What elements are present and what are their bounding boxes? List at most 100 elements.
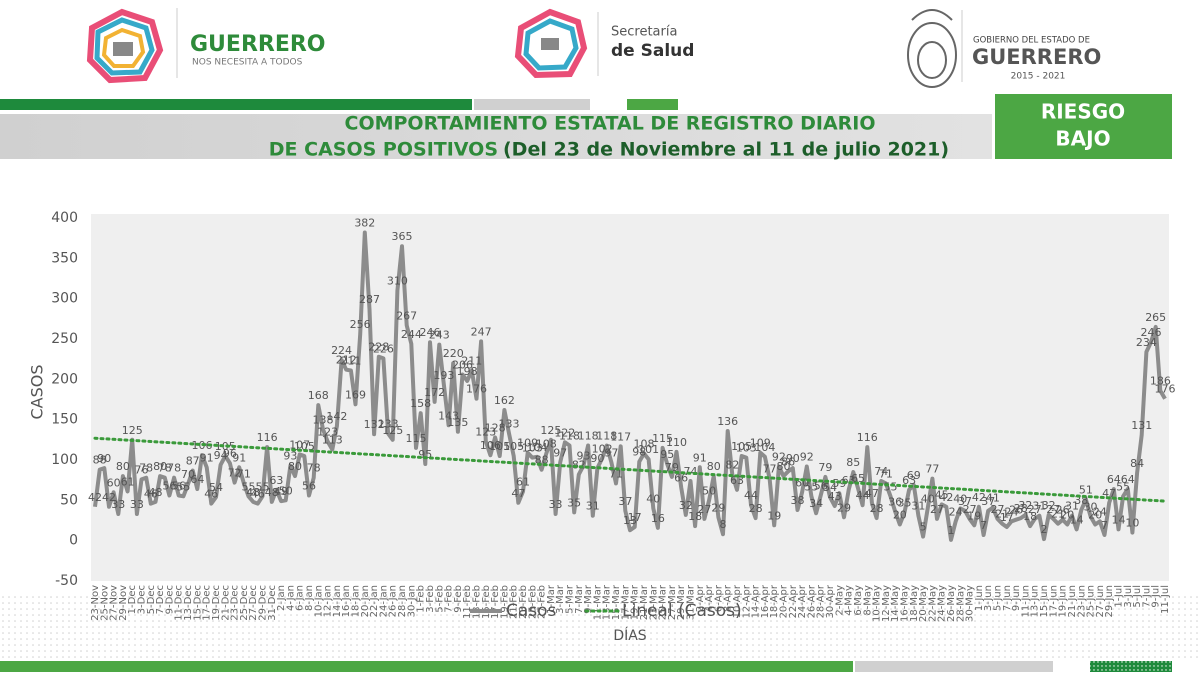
data-label: 97 (553, 446, 567, 459)
data-label: 66 (674, 471, 688, 484)
data-label: 85 (846, 456, 860, 469)
x-tick-label: 20-Apr (779, 584, 790, 618)
x-tick-label: 21-Mar (639, 584, 650, 620)
logo-text: GOBIERNO DEL ESTADO DE (973, 36, 1090, 46)
data-label: 186 (1150, 375, 1171, 388)
x-tick-label: 8-Apr (723, 584, 734, 612)
x-tick-label: 23-Feb (518, 585, 529, 619)
data-label: 7 (1101, 519, 1108, 532)
data-label: 92 (772, 450, 786, 463)
x-tick-label: 7-Dec (155, 585, 166, 614)
x-tick-label: 11-Jul (1160, 585, 1171, 614)
data-label: 101 (638, 443, 659, 456)
x-tick-label: 29-Jun (1104, 585, 1115, 618)
data-label: 103 (522, 442, 543, 455)
x-tick-label: 7-Jul (1141, 585, 1152, 608)
data-label: 54 (823, 481, 837, 494)
x-tick-label: 17-Dec (202, 585, 213, 621)
data-label: 79 (665, 461, 679, 474)
x-tick-label: 15-Jun (1039, 585, 1050, 618)
x-tick-label: 3-Jul (1123, 585, 1134, 608)
data-label: 60 (107, 476, 121, 489)
data-label: 90 (590, 452, 604, 465)
data-label: 102 (592, 442, 613, 455)
risk-label: BAJO (1055, 127, 1110, 151)
x-tick-label: 31-Dec (267, 585, 278, 621)
data-label: 32 (679, 499, 693, 512)
risk-label: RIESGO (1041, 100, 1125, 124)
data-label: 220 (443, 347, 464, 360)
data-label: 26 (1009, 504, 1023, 517)
data-label: 50 (279, 484, 293, 497)
x-tick-label: 23-Jun (1076, 585, 1087, 618)
x-tick-label: 3-Feb (425, 585, 436, 613)
x-tick-label: 28-Apr (816, 584, 827, 618)
x-tick-label: 26-Jan (388, 585, 399, 617)
data-label: 80 (288, 460, 302, 473)
data-label: 48 (265, 486, 279, 499)
data-label: 98 (632, 446, 646, 459)
data-label: 10 (1125, 517, 1139, 530)
data-label: 78 (307, 462, 321, 475)
logo-title: GUERRERO (190, 32, 326, 57)
data-label: 78 (158, 462, 172, 475)
data-label: 27 (963, 503, 977, 516)
data-label: 27 (930, 503, 944, 516)
data-label: 244 (401, 328, 422, 341)
data-label: 32 (1018, 499, 1032, 512)
data-label: 46 (144, 488, 158, 501)
data-label: 27 (991, 503, 1005, 516)
x-tick-label: 5-Mar (565, 584, 576, 614)
x-tick-label: 30-Apr (825, 584, 836, 618)
data-label: 198 (457, 365, 478, 378)
logo-gobierno (907, 9, 957, 88)
x-tick-label: 19-Dec (211, 585, 222, 621)
y-tick-label: 350 (51, 250, 78, 266)
x-tick-label: 5-Jul (1132, 585, 1143, 608)
data-label: 117 (610, 430, 631, 443)
data-label: 243 (429, 329, 450, 342)
stripe (855, 661, 1053, 672)
data-label: 247 (471, 325, 492, 338)
data-label: 109 (750, 437, 771, 450)
data-label: 28 (870, 502, 884, 515)
legend-label: Casos (506, 601, 557, 621)
data-label: 97 (604, 446, 618, 459)
x-tick-label: 8-Jan (304, 585, 315, 611)
x-tick-label: 27-Jun (1095, 585, 1106, 618)
data-label: 107 (289, 438, 310, 451)
data-label: 42 (939, 491, 953, 504)
data-label: 118 (559, 429, 580, 442)
data-label: 123 (317, 425, 338, 438)
x-tick-label: 4-May (844, 585, 855, 616)
data-label: 90 (97, 452, 111, 465)
data-label: 35 (567, 496, 581, 509)
data-label: 18 (688, 510, 702, 523)
data-label: 382 (354, 217, 375, 230)
data-label: 63 (730, 474, 744, 487)
data-label: 212 (336, 354, 357, 367)
x-tick-label: 25-Dec (239, 585, 250, 621)
x-tick-label: 25-Jun (1086, 585, 1097, 618)
data-label: 26 (1056, 504, 1070, 517)
data-label: 109 (517, 437, 538, 450)
data-label: 93 (283, 450, 297, 463)
data-label: 44 (744, 489, 758, 502)
y-tick-label: 0 (69, 533, 78, 549)
x-tick-label: 2-May (834, 585, 845, 616)
x-tick-label: 4-Apr (704, 584, 715, 612)
trend-line (93, 436, 1167, 503)
data-label: 80 (707, 460, 721, 473)
x-tick-label: 31-Mar (685, 584, 696, 620)
data-label: 90 (786, 452, 800, 465)
data-label: 74 (683, 465, 697, 478)
x-tick-label: 26-May (946, 585, 957, 622)
data-label: 64 (1107, 473, 1121, 486)
data-label: 48 (246, 486, 260, 499)
data-label: 31 (586, 500, 600, 513)
x-tick-label: 5-Feb (434, 585, 445, 613)
x-tick-label: 24-Jan (378, 585, 389, 617)
data-label: 128 (485, 421, 506, 434)
x-tick-label: 8-May (862, 585, 873, 616)
x-tick-label: 19-Feb (499, 585, 510, 619)
